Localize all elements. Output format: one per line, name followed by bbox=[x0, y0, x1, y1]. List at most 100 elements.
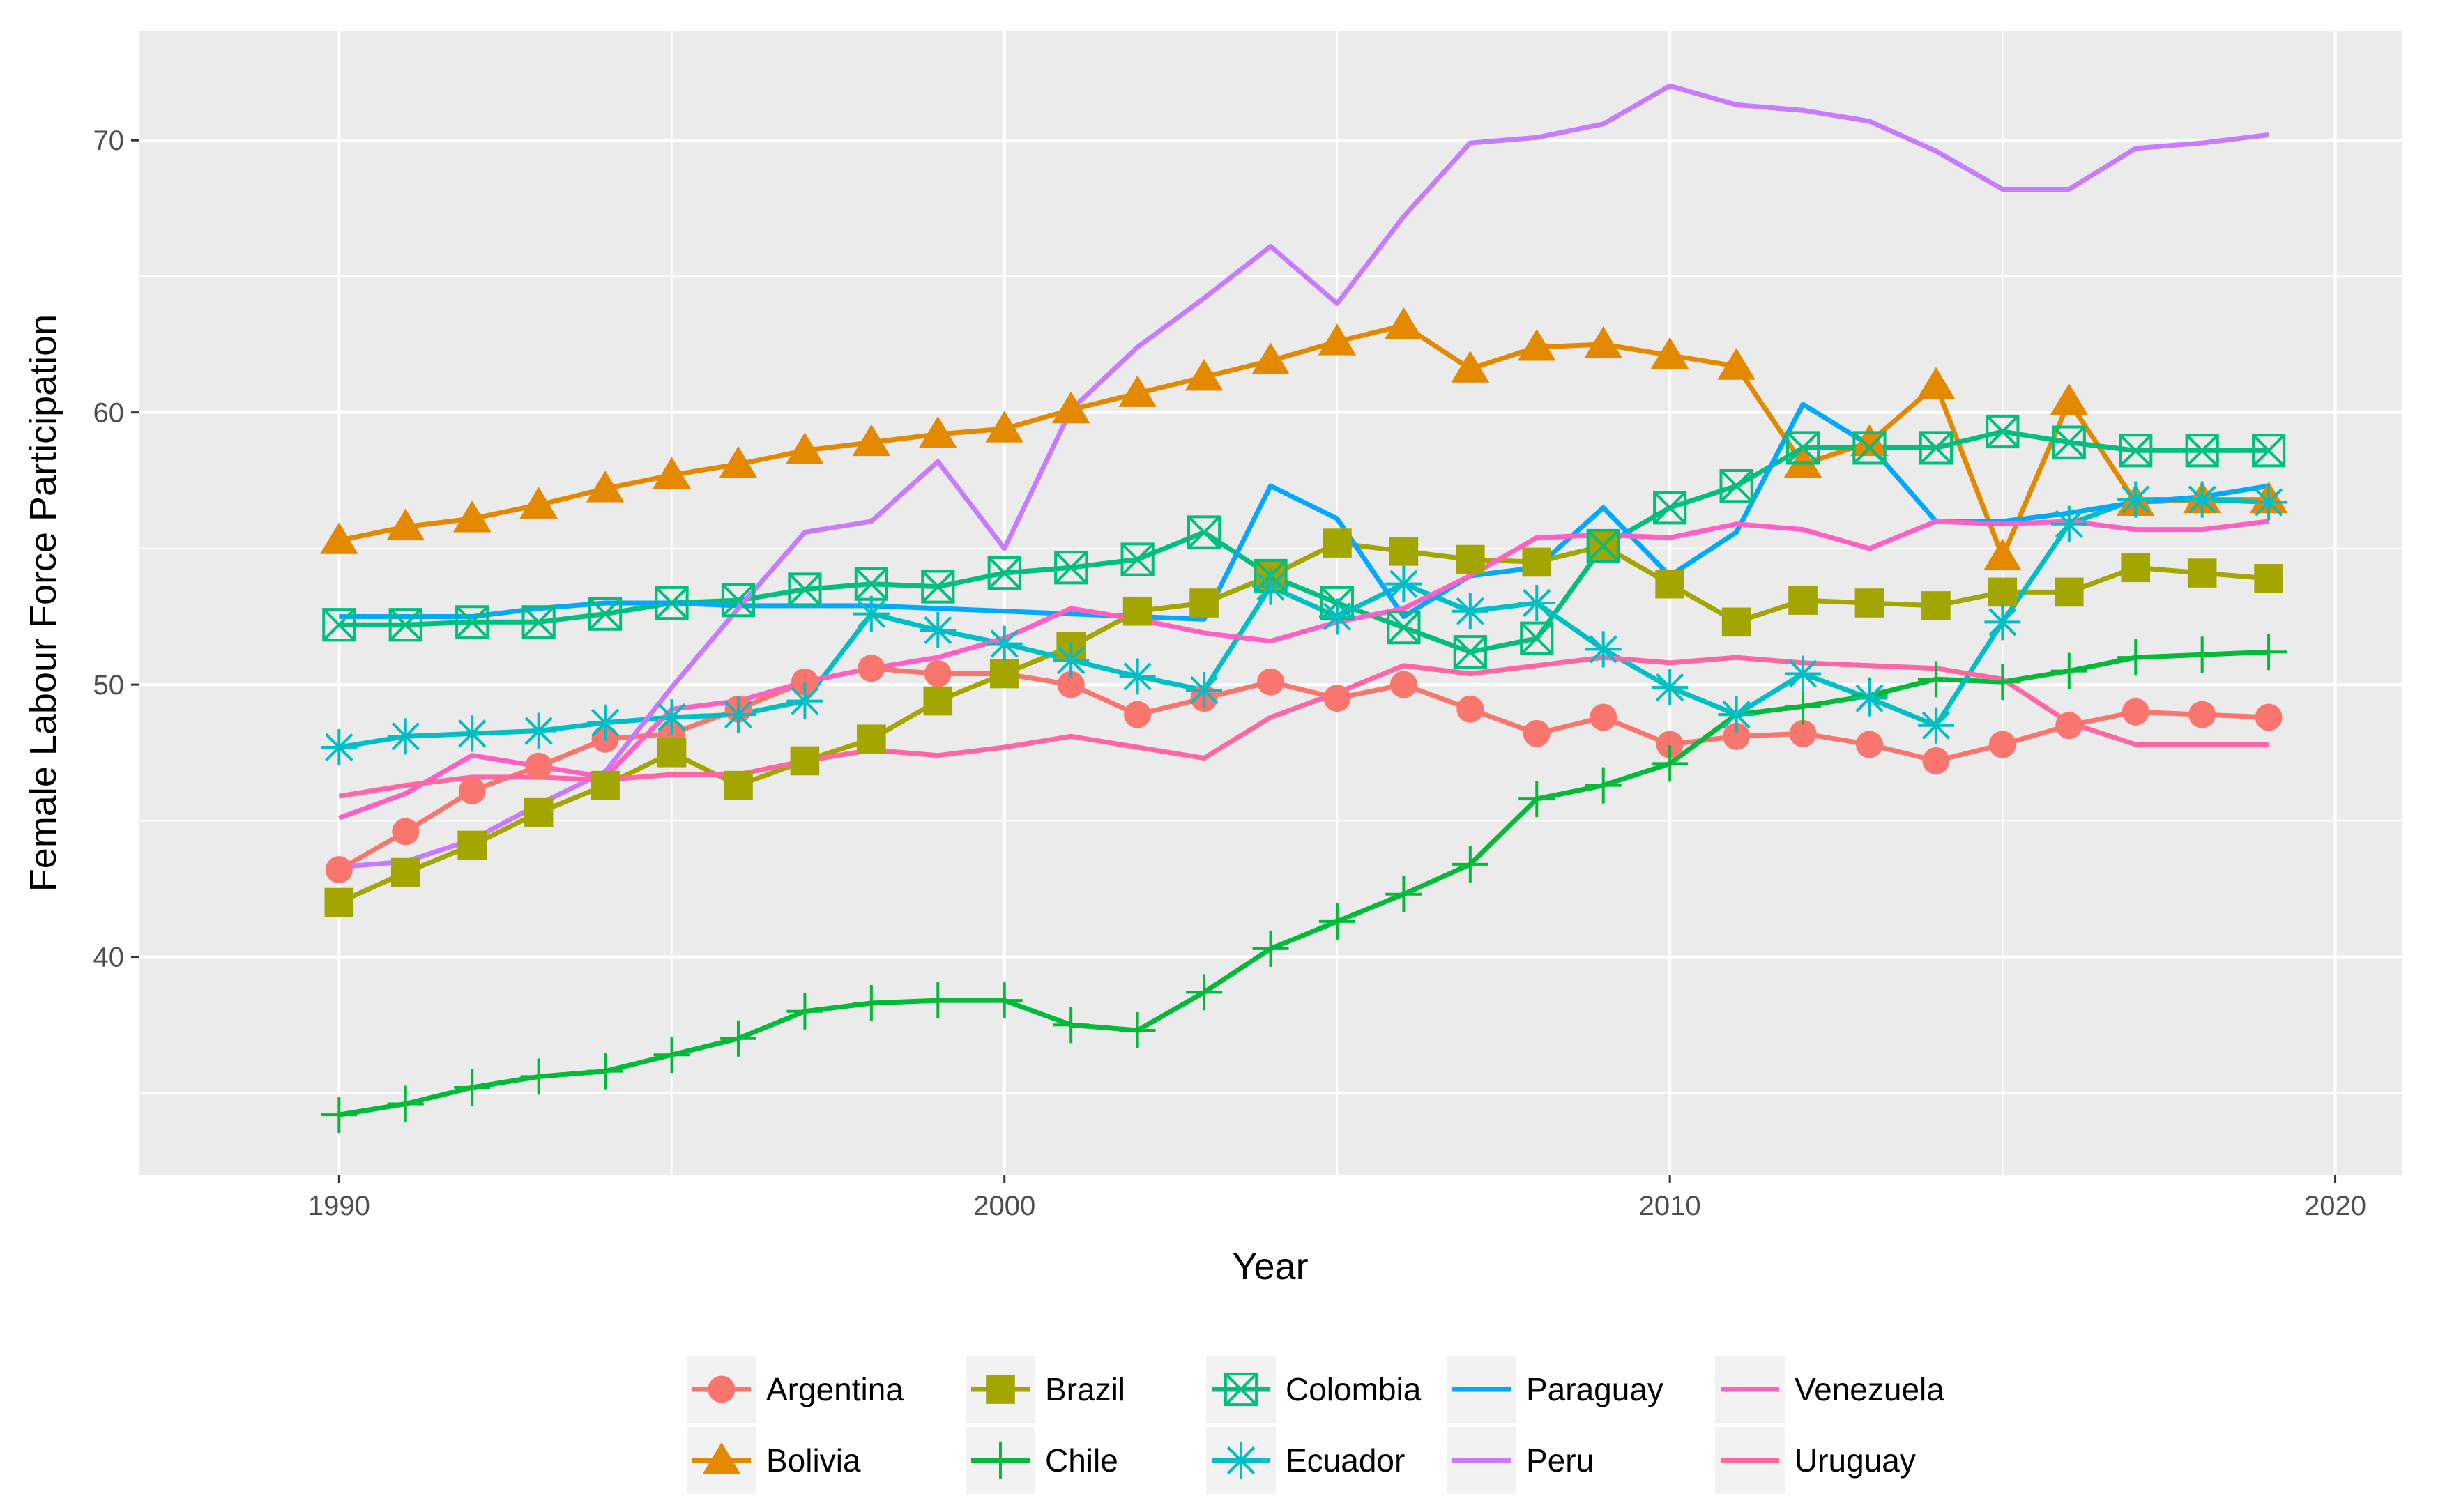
data-point-ecuador bbox=[1385, 565, 1422, 602]
data-point-ecuador bbox=[1119, 658, 1156, 695]
data-point-colombia bbox=[1054, 551, 1088, 585]
data-point-ecuador bbox=[1917, 707, 1954, 744]
data-point-colombia bbox=[655, 586, 689, 620]
data-point-chile bbox=[1984, 664, 2021, 701]
data-point-colombia bbox=[987, 556, 1021, 590]
x-tick-label: 1990 bbox=[308, 1191, 370, 1221]
data-point-chile bbox=[1785, 688, 1822, 725]
data-point-bolivia bbox=[452, 500, 492, 533]
data-point-brazil bbox=[923, 686, 953, 716]
y-tick-label: 60 bbox=[93, 398, 125, 429]
data-point-argentina bbox=[1656, 731, 1684, 758]
data-point-ecuador bbox=[1053, 642, 1090, 678]
data-point-argentina bbox=[458, 777, 486, 804]
legend-item-ecuador: Ecuador bbox=[1206, 1427, 1405, 1494]
data-point-colombia bbox=[1852, 431, 1887, 465]
data-point-brazil bbox=[1988, 577, 2018, 607]
data-point-argentina bbox=[525, 752, 553, 780]
data-point-chile bbox=[587, 1053, 624, 1090]
data-point-ecuador bbox=[719, 696, 756, 733]
x-axis-title: Year bbox=[1232, 1246, 1308, 1288]
data-point-chile bbox=[1252, 930, 1289, 967]
y-tick-label: 70 bbox=[93, 125, 125, 156]
data-point-colombia bbox=[2052, 425, 2086, 459]
series-points-ecuador bbox=[321, 481, 2287, 765]
data-point-bolivia bbox=[786, 432, 824, 464]
legend-item-bolivia: Bolivia bbox=[687, 1427, 861, 1494]
data-point-argentina bbox=[1590, 703, 1617, 731]
data-point-chile bbox=[2184, 636, 2221, 673]
data-point-colombia bbox=[2252, 434, 2286, 468]
data-point-argentina bbox=[1523, 719, 1551, 747]
data-point-ecuador bbox=[1718, 696, 1755, 733]
data-point-brazil bbox=[724, 770, 753, 800]
data-point-chile bbox=[2250, 634, 2287, 671]
data-point-chile bbox=[1917, 661, 1954, 698]
data-point-argentina bbox=[1789, 719, 1817, 747]
legend-key-marker bbox=[708, 1375, 736, 1403]
legend-label-bolivia: Bolivia bbox=[766, 1442, 861, 1479]
legend-item-brazil: Brazil bbox=[966, 1356, 1125, 1423]
legend-label-colombia: Colombia bbox=[1286, 1371, 1422, 1407]
legend-item-paraguay: Paraguay bbox=[1447, 1356, 1663, 1423]
legend-item-argentina: Argentina bbox=[687, 1356, 904, 1423]
data-point-colombia bbox=[1187, 515, 1221, 549]
data-point-colombia bbox=[2119, 434, 2153, 468]
data-point-bolivia bbox=[1385, 307, 1423, 339]
legend-label-paraguay: Paraguay bbox=[1526, 1371, 1663, 1407]
data-point-ecuador bbox=[587, 704, 624, 741]
data-point-chile bbox=[1186, 974, 1223, 1011]
data-point-argentina bbox=[2255, 703, 2283, 731]
data-point-argentina bbox=[392, 818, 420, 846]
x-tick-label: 2000 bbox=[973, 1191, 1035, 1221]
data-point-argentina bbox=[1723, 722, 1751, 750]
data-point-brazil bbox=[1655, 569, 1684, 599]
data-point-argentina bbox=[1257, 668, 1284, 696]
data-point-ecuador bbox=[1252, 568, 1289, 605]
data-point-ecuador bbox=[387, 718, 424, 755]
data-point-bolivia bbox=[852, 424, 891, 457]
data-point-brazil bbox=[1122, 596, 1152, 626]
data-point-ecuador bbox=[2184, 481, 2221, 518]
data-point-ecuador bbox=[2050, 505, 2087, 542]
data-point-colombia bbox=[1919, 431, 1953, 465]
data-point-chile bbox=[920, 982, 957, 1019]
data-point-ecuador bbox=[2117, 481, 2154, 518]
data-point-ecuador bbox=[920, 612, 957, 649]
data-point-colombia bbox=[1719, 468, 1753, 503]
data-point-brazil bbox=[591, 770, 620, 800]
data-point-argentina bbox=[325, 856, 353, 884]
data-point-brazil bbox=[324, 887, 354, 917]
data-point-bolivia bbox=[653, 457, 691, 489]
legend-key-marker bbox=[702, 1442, 741, 1474]
data-point-brazil bbox=[1189, 588, 1219, 618]
data-point-bolivia bbox=[386, 508, 425, 541]
x-tick-label: 2010 bbox=[1639, 1191, 1701, 1221]
data-point-ecuador bbox=[1851, 680, 1888, 717]
series-points-brazil bbox=[324, 528, 2283, 917]
data-point-argentina bbox=[1124, 701, 1152, 728]
data-point-colombia bbox=[854, 567, 888, 601]
y-axis: 40 50 60 70 bbox=[93, 125, 139, 973]
data-point-bolivia bbox=[1917, 367, 1956, 399]
legend-label-chile: Chile bbox=[1045, 1442, 1118, 1479]
data-point-brazil bbox=[524, 797, 554, 827]
data-point-bolivia bbox=[1584, 326, 1623, 358]
data-point-brazil bbox=[790, 746, 820, 776]
data-point-colombia bbox=[455, 605, 489, 639]
legend: Argentina Bolivia Brazil Chile Colombia Ecuad… bbox=[687, 1356, 1944, 1494]
data-point-ecuador bbox=[520, 712, 557, 749]
data-point-colombia bbox=[1520, 621, 1554, 655]
legend-label-venezuela: Venezuela bbox=[1795, 1371, 1944, 1407]
x-axis: 1990 2000 2010 2020 bbox=[308, 1175, 2366, 1221]
legend-item-chile: Chile bbox=[966, 1427, 1118, 1494]
series-line-uruguay bbox=[338, 655, 2269, 799]
data-point-bolivia bbox=[2050, 383, 2089, 415]
data-point-bolivia bbox=[320, 522, 358, 554]
data-point-argentina bbox=[1057, 671, 1085, 698]
data-point-ecuador bbox=[786, 682, 823, 719]
data-point-colombia bbox=[1586, 528, 1620, 563]
data-point-chile bbox=[1053, 1007, 1090, 1044]
data-point-chile bbox=[719, 1020, 756, 1057]
data-point-argentina bbox=[1389, 671, 1417, 698]
